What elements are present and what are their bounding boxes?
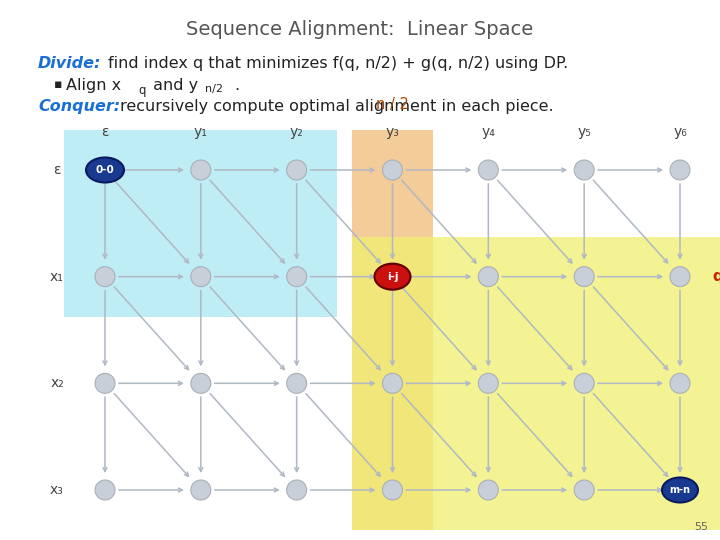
Circle shape bbox=[191, 160, 211, 180]
Ellipse shape bbox=[86, 158, 124, 183]
Text: Align x: Align x bbox=[66, 78, 121, 93]
Text: Sequence Alignment:  Linear Space: Sequence Alignment: Linear Space bbox=[186, 20, 534, 39]
Circle shape bbox=[478, 373, 498, 393]
Circle shape bbox=[670, 267, 690, 287]
Text: 55: 55 bbox=[694, 522, 708, 532]
FancyBboxPatch shape bbox=[64, 130, 338, 316]
Text: 0-0: 0-0 bbox=[96, 165, 114, 175]
Circle shape bbox=[478, 160, 498, 180]
Text: y₅: y₅ bbox=[577, 125, 591, 139]
Circle shape bbox=[382, 373, 402, 393]
Text: ε: ε bbox=[102, 125, 109, 139]
Text: find index q that minimizes f(q, n/2) + g(q, n/2) using DP.: find index q that minimizes f(q, n/2) + … bbox=[108, 56, 568, 71]
Text: y₂: y₂ bbox=[289, 125, 304, 139]
FancyBboxPatch shape bbox=[352, 237, 720, 530]
Circle shape bbox=[670, 373, 690, 393]
Circle shape bbox=[95, 267, 115, 287]
Text: n/2: n/2 bbox=[205, 84, 223, 94]
Text: ε: ε bbox=[53, 163, 60, 177]
Circle shape bbox=[191, 373, 211, 393]
Circle shape bbox=[670, 160, 690, 180]
Text: recursively compute optimal alignment in each piece.: recursively compute optimal alignment in… bbox=[120, 99, 554, 114]
Circle shape bbox=[287, 160, 307, 180]
Circle shape bbox=[287, 480, 307, 500]
Circle shape bbox=[95, 373, 115, 393]
Text: ▪: ▪ bbox=[54, 78, 63, 91]
Circle shape bbox=[191, 480, 211, 500]
Circle shape bbox=[382, 160, 402, 180]
Text: y₁: y₁ bbox=[194, 125, 208, 139]
Text: y₄: y₄ bbox=[482, 125, 495, 139]
Circle shape bbox=[287, 373, 307, 393]
Circle shape bbox=[574, 373, 594, 393]
Text: y₆: y₆ bbox=[673, 125, 687, 139]
Circle shape bbox=[95, 160, 115, 180]
Text: Divide:: Divide: bbox=[38, 56, 102, 71]
Text: x₂: x₂ bbox=[50, 376, 64, 390]
Circle shape bbox=[478, 267, 498, 287]
Circle shape bbox=[95, 480, 115, 500]
Circle shape bbox=[382, 480, 402, 500]
Circle shape bbox=[670, 480, 690, 500]
Circle shape bbox=[191, 267, 211, 287]
Circle shape bbox=[574, 160, 594, 180]
Text: and y: and y bbox=[148, 78, 198, 93]
Text: q: q bbox=[713, 269, 720, 284]
Text: x₃: x₃ bbox=[50, 483, 64, 497]
Text: y₃: y₃ bbox=[386, 125, 400, 139]
Circle shape bbox=[574, 267, 594, 287]
FancyBboxPatch shape bbox=[352, 130, 433, 530]
Text: m-n: m-n bbox=[670, 485, 690, 495]
Text: i-j: i-j bbox=[387, 272, 398, 282]
Ellipse shape bbox=[662, 477, 698, 503]
Circle shape bbox=[478, 480, 498, 500]
Text: q: q bbox=[138, 84, 145, 97]
Circle shape bbox=[574, 480, 594, 500]
Ellipse shape bbox=[374, 264, 410, 289]
Circle shape bbox=[287, 267, 307, 287]
Circle shape bbox=[382, 267, 402, 287]
Text: .: . bbox=[234, 78, 239, 93]
Text: Conquer:: Conquer: bbox=[38, 99, 120, 114]
Text: x₁: x₁ bbox=[50, 269, 64, 284]
Text: n / 2: n / 2 bbox=[376, 97, 409, 111]
